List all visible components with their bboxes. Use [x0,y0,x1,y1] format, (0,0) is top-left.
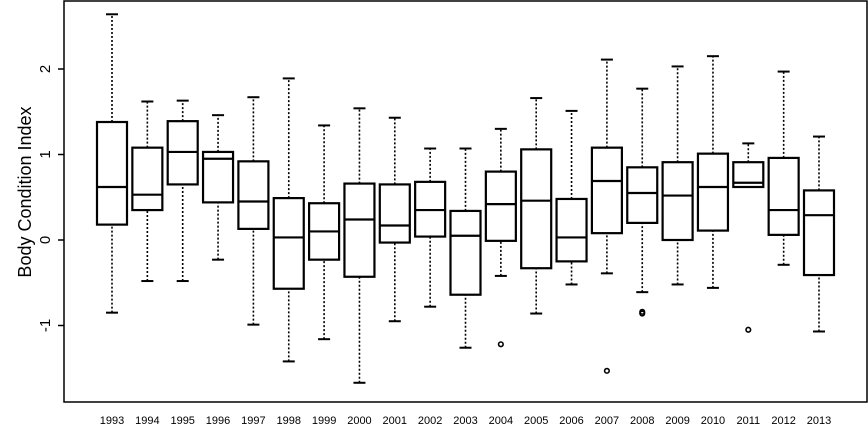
box-2003 [449,147,482,349]
box-iqr [696,152,730,232]
x-tick-label: 2012 [771,415,795,427]
x-tick-label: 2006 [559,415,583,427]
box-2005 [520,97,553,315]
box-iqr [626,166,659,224]
x-tick-label: 2008 [630,415,654,427]
x-tick-label: 2000 [347,415,371,427]
box-iqr [590,146,624,235]
box-2007 [590,58,624,374]
y-tick-label: -1 [37,319,54,332]
y-tick-label: 1 [37,150,54,158]
y-axis-title: Body Condition Index [15,106,35,277]
x-axis: 1993 1994 1995 1996 1997 1998 1999 2000 2001 2002… [100,415,831,427]
box-2001 [378,116,411,323]
box-1997 [237,96,270,326]
box-2013 [802,135,836,333]
x-tick-label: 2003 [453,415,477,427]
x-tick-label: 2005 [524,415,548,427]
box-iqr [272,197,305,290]
x-tick-label: 2009 [665,415,689,427]
box-iqr [201,150,235,204]
box-iqr [343,182,376,278]
box-2004 [484,127,517,348]
box-iqr [95,120,129,226]
box-1993 [95,13,129,314]
x-tick-label: 2002 [418,415,442,427]
box-iqr [131,146,164,212]
x-tick-label: 1999 [312,415,336,427]
box-iqr [484,170,517,242]
outlier-point [497,341,504,348]
box-2012 [767,70,800,266]
x-tick-label: 1994 [135,415,159,427]
x-tick-label: 1993 [100,415,124,427]
box-1998 [272,77,305,363]
box-iqr [661,161,694,242]
box-1994 [131,100,164,283]
box-2010 [696,55,730,289]
x-tick-label: 2010 [701,415,725,427]
box-1996 [201,114,235,261]
box-iqr [802,189,836,277]
box-2008 [626,87,659,317]
box-1999 [308,124,341,341]
x-tick-label: 1998 [277,415,301,427]
box-iqr [237,160,270,230]
plot-frame [63,0,868,403]
x-tick-label: 2001 [383,415,407,427]
outlier-point [639,310,646,317]
box-2002 [414,147,447,308]
box-iqr [449,209,482,296]
x-tick-label: 2013 [807,415,831,427]
y-tick-label: 2 [37,65,54,73]
y-tick-label: 0 [37,236,54,244]
box-2009 [661,65,694,286]
boxes-group [95,13,836,384]
y-axis: -1 0 1 2 [37,65,64,332]
x-tick-label: 2007 [595,415,619,427]
box-iqr [767,156,800,236]
x-tick-label: 2004 [489,415,513,427]
box-iqr [520,148,553,270]
outlier-point [745,326,752,333]
box-iqr [555,197,588,263]
box-2000 [343,107,376,384]
box-1995 [166,99,199,283]
outlier-point [603,367,611,374]
x-tick-label: 1997 [241,415,265,427]
box-2006 [555,109,588,286]
x-tick-label: 1996 [206,415,230,427]
x-tick-label: 2011 [736,415,760,427]
box-iqr [378,183,411,244]
x-tick-label: 1995 [170,415,194,427]
box-2011 [732,142,765,333]
